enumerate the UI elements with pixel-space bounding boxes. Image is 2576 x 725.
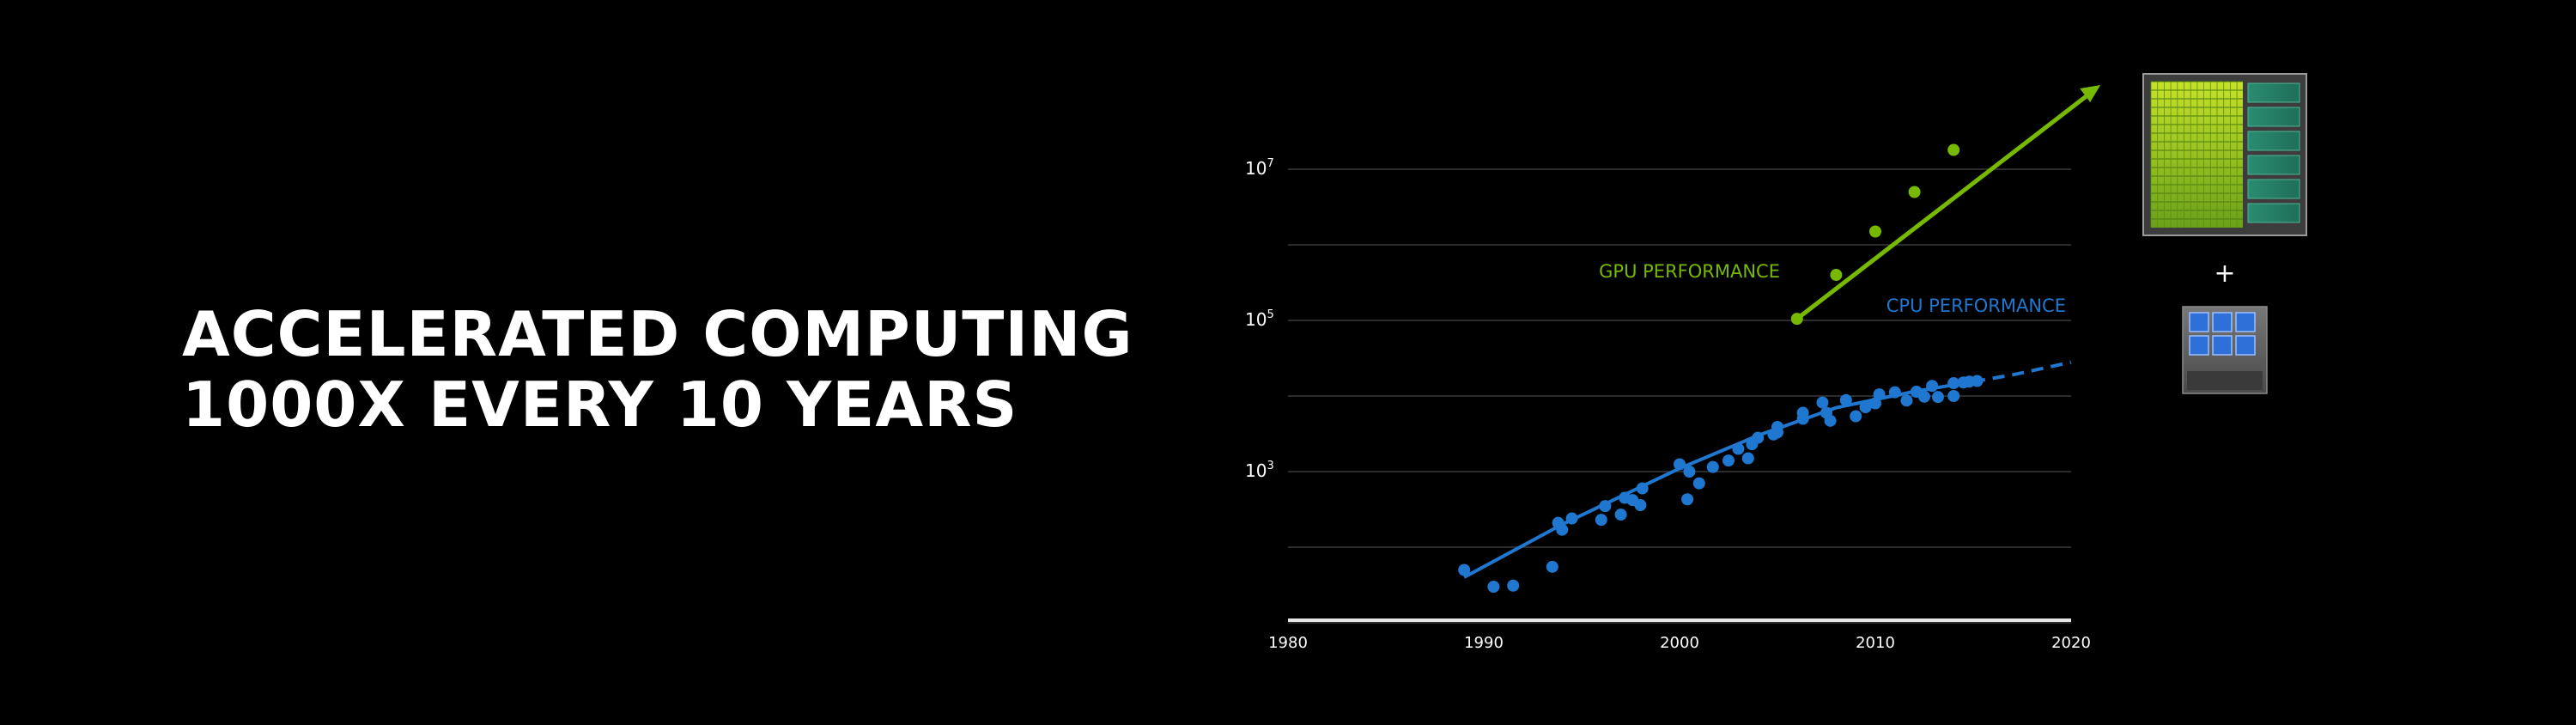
cpu-data-point xyxy=(1771,426,1783,439)
cpu-data-point xyxy=(1599,500,1612,513)
cpu-data-point xyxy=(1636,482,1649,495)
y-axis: 103 105 107 xyxy=(1245,157,1274,481)
cpu-data-point xyxy=(1692,477,1705,490)
gpu-data-point xyxy=(1908,186,1921,198)
cpu-data-point xyxy=(1681,493,1694,506)
cpu-data-point xyxy=(1722,454,1735,467)
cpu-core-block xyxy=(2189,312,2209,332)
x-tick-label: 1990 xyxy=(1464,634,1504,652)
gpu-core-block xyxy=(2247,203,2300,223)
gpu-core-block xyxy=(2247,107,2300,127)
cpu-core-block xyxy=(2235,312,2256,332)
gpu-chip-icon xyxy=(2142,73,2307,236)
gpu-core-block xyxy=(2247,155,2300,175)
cpu-core-block xyxy=(2212,335,2233,356)
cpu-trend-projection xyxy=(1972,360,2072,384)
cpu-data-point xyxy=(1614,509,1627,521)
plus-sign: + xyxy=(2214,259,2235,289)
gpu-core-block xyxy=(2247,131,2300,151)
cpu-data-point xyxy=(1947,377,1960,390)
cpu-data-point xyxy=(1706,460,1719,473)
x-tick-label: 1980 xyxy=(1268,634,1308,652)
cpu-data-point xyxy=(1859,401,1872,414)
cpu-data-point xyxy=(1565,512,1578,525)
cpu-data-point xyxy=(1850,410,1862,423)
x-axis: 1980 1990 2000 2010 2020 xyxy=(1268,618,2091,652)
cpu-core-block xyxy=(2212,312,2233,332)
x-tick-label: 2010 xyxy=(1856,634,1895,652)
gpu-data-point xyxy=(1790,313,1803,326)
series-layer xyxy=(1458,84,2101,594)
y-tick-label: 103 xyxy=(1245,460,1274,481)
cpu-data-point xyxy=(1839,393,1852,406)
cpu-data-point xyxy=(1796,412,1809,425)
gpu-series-label: GPU PERFORMANCE xyxy=(1599,261,1780,282)
cpu-data-point xyxy=(1900,394,1913,407)
cpu-data-point xyxy=(1824,414,1837,427)
cpu-data-point xyxy=(1752,431,1765,444)
cpu-data-point xyxy=(1458,564,1471,576)
cpu-data-point xyxy=(1873,388,1886,401)
cpu-chip-icon xyxy=(2182,306,2268,394)
x-tick-label: 2020 xyxy=(2051,634,2091,652)
y-tick-label: 107 xyxy=(1245,157,1274,179)
cpu-data-point xyxy=(1674,458,1686,471)
cpu-data-point xyxy=(1487,581,1500,594)
y-tick-label: 105 xyxy=(1245,308,1274,330)
cpu-data-point xyxy=(1918,390,1930,403)
cpu-series-label: CPU PERFORMANCE xyxy=(1886,295,2066,316)
cpu-data-point xyxy=(1546,560,1558,573)
cpu-data-point xyxy=(1507,579,1520,592)
gpu-data-point xyxy=(1869,225,1881,238)
cpu-core-block xyxy=(2235,335,2256,356)
cpu-data-point xyxy=(1634,499,1647,512)
cpu-core-block xyxy=(2189,335,2209,356)
headline: ACCELERATED COMPUTING 1000X EVERY 10 YEA… xyxy=(182,299,1133,440)
cpu-data-point xyxy=(1741,452,1754,465)
gpu-core-block xyxy=(2247,179,2300,199)
cpu-data-point xyxy=(1926,380,1939,393)
cpu-data-point xyxy=(1931,391,1944,404)
gpu-trend-line xyxy=(1795,89,2093,321)
gpu-data-point xyxy=(1830,269,1843,282)
gpu-arrowhead xyxy=(2080,84,2101,102)
cpu-data-point xyxy=(1816,396,1829,409)
cpu-data-point xyxy=(1556,523,1569,536)
series-labels: GPU PERFORMANCE CPU PERFORMANCE xyxy=(1599,261,2066,316)
cpu-data-point xyxy=(1683,466,1696,478)
cpu-data-point xyxy=(1888,386,1901,399)
gpu-data-point xyxy=(1947,143,1960,156)
x-tick-label: 2000 xyxy=(1660,634,1699,652)
gpu-core-block xyxy=(2247,82,2300,103)
cpu-data-point xyxy=(1947,390,1960,402)
headline-line-1: ACCELERATED COMPUTING xyxy=(182,298,1133,370)
headline-line-2: 1000X EVERY 10 YEARS xyxy=(182,369,1018,441)
cpu-data-point xyxy=(1732,442,1745,455)
cpu-trend-line xyxy=(1463,380,1974,579)
cpu-data-point xyxy=(1971,375,1984,387)
cpu-data-point xyxy=(1595,514,1607,527)
